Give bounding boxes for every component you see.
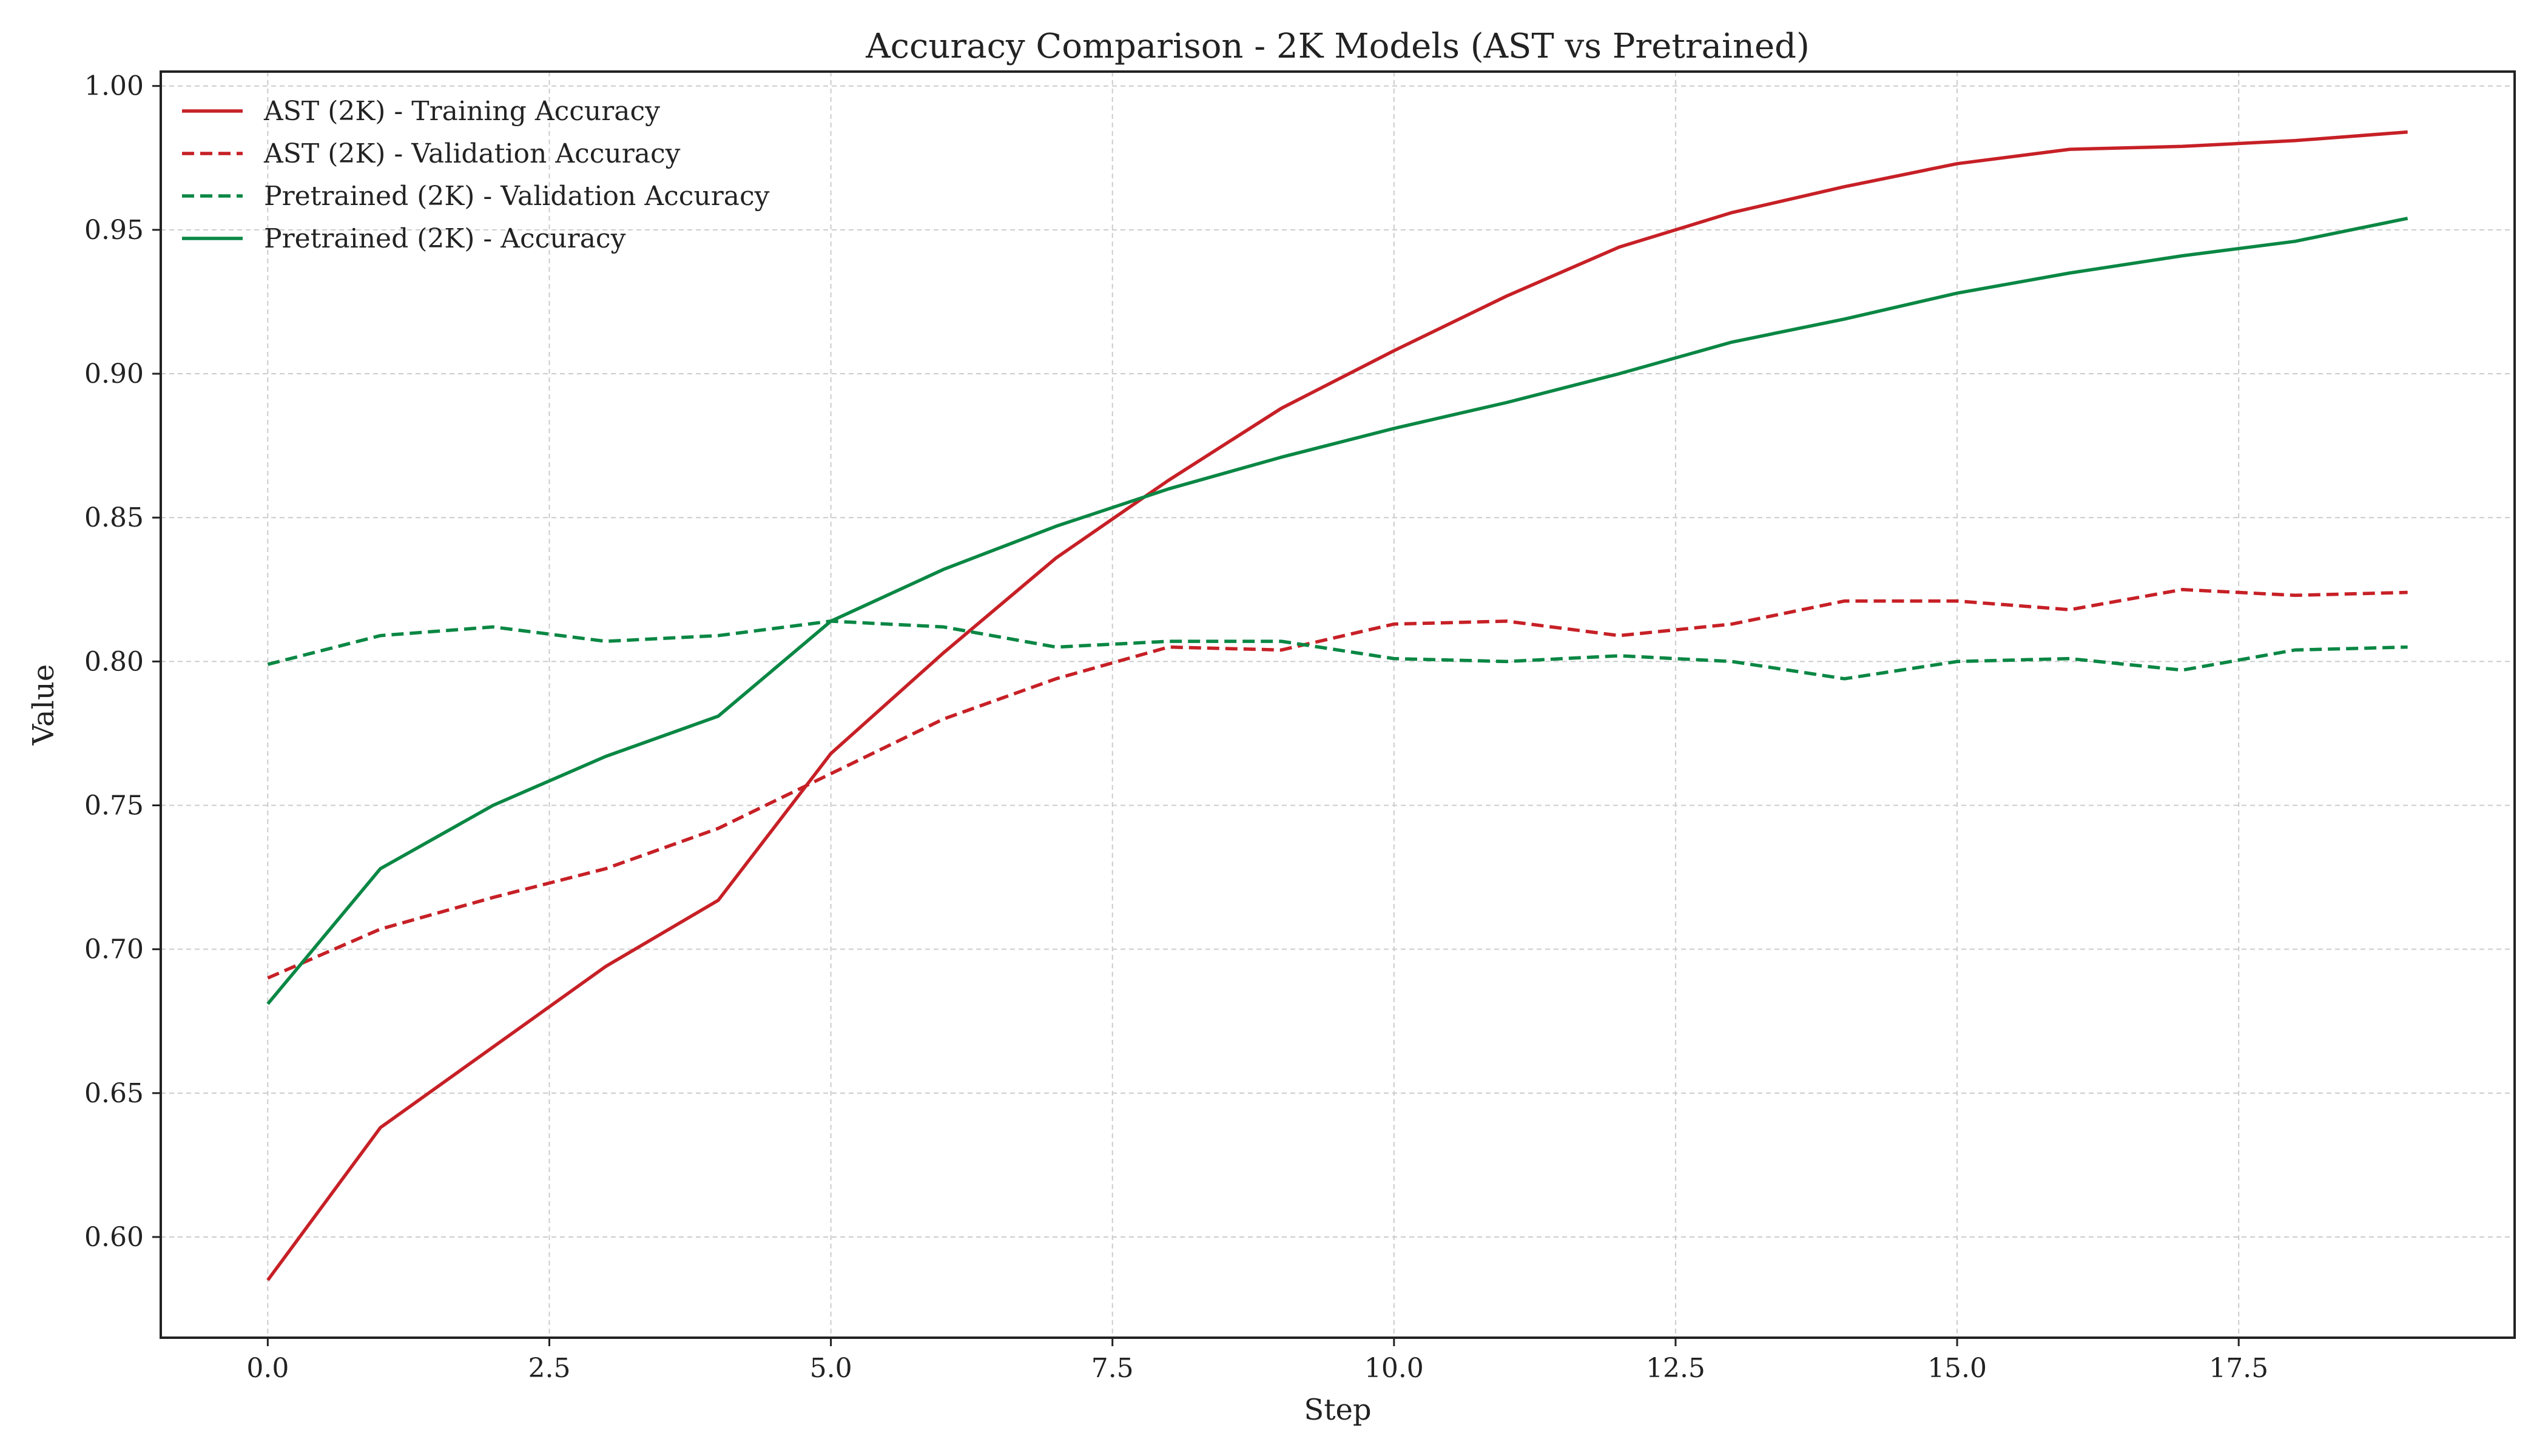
y-tick-label: 0.80 (84, 646, 144, 677)
series-line-ast-2k-validation-accuracy (267, 588, 2408, 980)
grid (161, 72, 2515, 1338)
y-tick-label: 0.90 (84, 359, 144, 389)
x-tick-label: 0.0 (246, 1353, 289, 1384)
y-tick-label: 0.65 (84, 1078, 144, 1109)
y-tick-label: 0.95 (84, 215, 144, 246)
legend-label: Pretrained (2K) - Accuracy (264, 223, 626, 254)
x-axis-label: Step (1304, 1393, 1371, 1427)
axis-ticks: 0.0 2.5 5.0 7.5 10.0 12.5 15.0 17.5 0.60 0.65 0.70… (84, 71, 2268, 1384)
y-tick-label: 0.70 (84, 934, 144, 965)
x-tick-label: 17.5 (2209, 1353, 2268, 1384)
axes-frame (160, 70, 2516, 1339)
series-lines (266, 130, 2408, 1281)
x-tick-label: 5.0 (810, 1353, 852, 1384)
legend: AST (2K) - Training Accuracy AST (2K) - V… (182, 96, 770, 254)
y-tick-label: 0.60 (84, 1222, 144, 1253)
series-line-ast-2k-training-accuracy (266, 130, 2408, 1281)
legend-label: AST (2K) - Training Accuracy (263, 96, 660, 127)
legend-label: AST (2K) - Validation Accuracy (263, 138, 681, 169)
y-tick-label: 0.75 (84, 790, 144, 821)
series-line-pretrained-2k-accuracy (266, 217, 2408, 1005)
x-tick-label: 10.0 (1364, 1353, 1424, 1384)
series-line-pretrained-2k-validation-accuracy (267, 619, 2408, 681)
y-tick-label: 1.00 (84, 71, 144, 102)
x-tick-label: 7.5 (1091, 1353, 1134, 1384)
chart-title: Accuracy Comparison - 2K Models (AST vs … (865, 27, 1810, 66)
x-tick-label: 15.0 (1927, 1353, 1987, 1384)
y-tick-label: 0.85 (84, 502, 144, 533)
x-tick-label: 12.5 (1646, 1353, 1705, 1384)
y-axis-label: Value (27, 664, 61, 746)
x-tick-label: 2.5 (528, 1353, 570, 1384)
legend-label: Pretrained (2K) - Validation Accuracy (264, 181, 770, 212)
